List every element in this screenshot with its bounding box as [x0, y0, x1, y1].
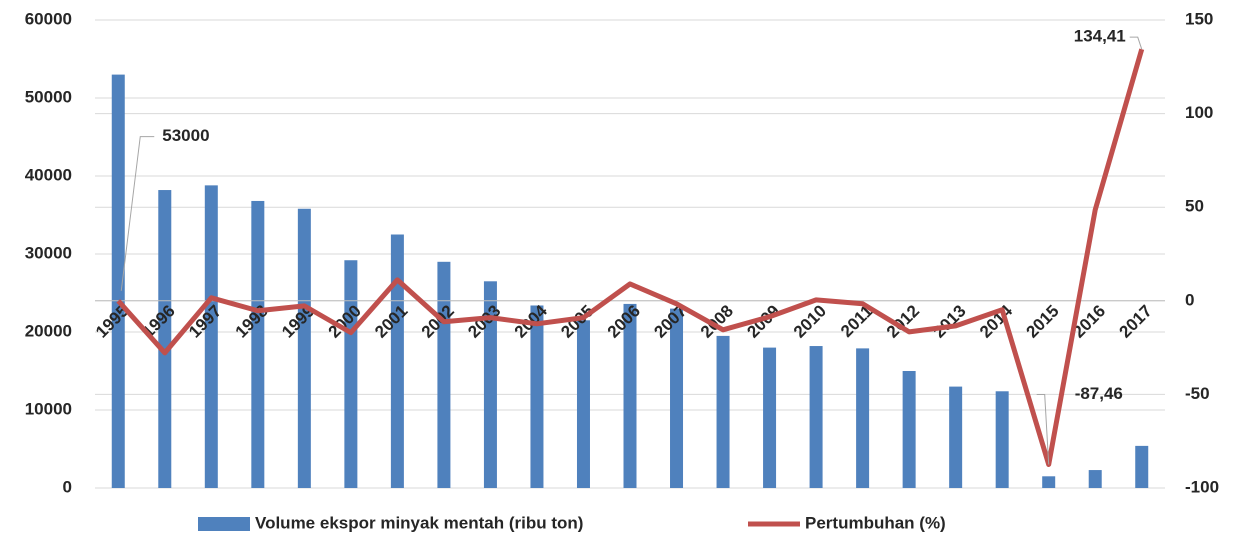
bar: [251, 200, 265, 488]
bar: [949, 386, 963, 488]
bar: [1042, 476, 1056, 488]
bar: [763, 347, 777, 488]
bar: [809, 346, 823, 488]
data-label: 53000: [162, 126, 209, 145]
data-label: -87,46: [1075, 384, 1123, 403]
bar: [623, 303, 637, 488]
y-tick-label: 60000: [25, 9, 72, 28]
y-tick-label: 40000: [25, 165, 72, 184]
x-tick-label: 2015: [1023, 301, 1063, 341]
bar: [576, 320, 590, 488]
legend-label: Volume ekspor minyak mentah (ribu ton): [255, 513, 583, 532]
y2-tick-label: 50: [1185, 197, 1204, 216]
bar: [1135, 445, 1149, 488]
bar: [995, 391, 1009, 488]
bar: [437, 261, 451, 488]
legend-label: Pertumbuhan (%): [805, 513, 946, 532]
bar: [204, 185, 218, 489]
bar: [902, 371, 916, 488]
bar: [530, 305, 544, 488]
bar: [158, 190, 172, 489]
bar: [670, 308, 684, 488]
y2-tick-label: 100: [1185, 103, 1213, 122]
y-tick-label: 50000: [25, 87, 72, 106]
leader-line: [1129, 36, 1143, 50]
x-tick-label: 2017: [1116, 301, 1156, 341]
y2-tick-label: -100: [1185, 477, 1219, 496]
y-tick-label: 10000: [25, 399, 72, 418]
bar: [716, 335, 730, 488]
leader-line: [120, 136, 155, 291]
leader-line: [1036, 394, 1050, 465]
bar: [390, 234, 404, 488]
y-tick-label: 0: [63, 477, 72, 496]
data-label: 134,41: [1074, 27, 1126, 46]
bar: [856, 348, 870, 488]
bar: [344, 260, 358, 488]
legend-swatch: [198, 517, 250, 531]
y2-tick-label: -50: [1185, 384, 1210, 403]
y2-tick-label: 0: [1185, 290, 1194, 309]
y-tick-label: 30000: [25, 243, 72, 262]
y2-tick-label: 150: [1185, 9, 1213, 28]
x-tick-label: 2008: [697, 301, 737, 341]
bar: [111, 74, 125, 488]
line: [116, 48, 1145, 468]
bar: [297, 208, 311, 488]
y-tick-label: 20000: [25, 321, 72, 340]
bar: [1088, 470, 1102, 488]
bar: [483, 281, 497, 488]
